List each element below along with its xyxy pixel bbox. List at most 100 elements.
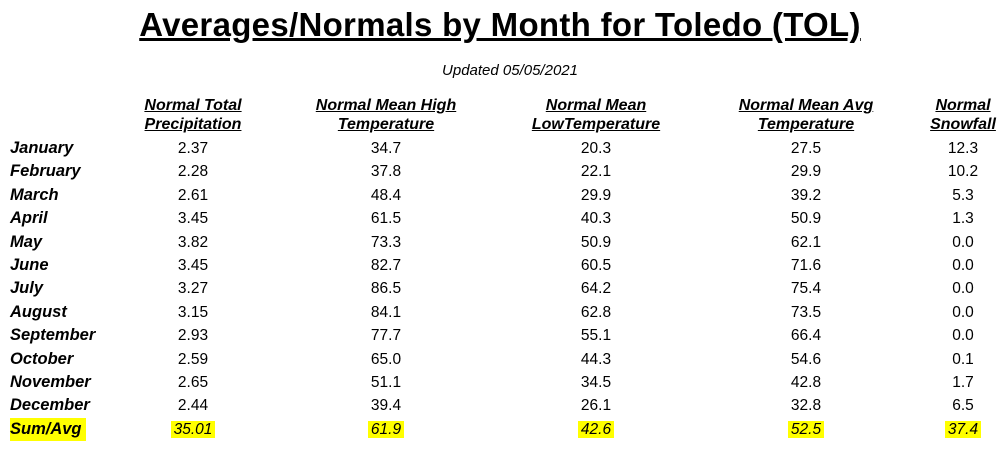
header-line-2: Temperature [757,116,855,133]
month-label: September [10,326,96,345]
low-temp-cell: 20.3 [580,140,612,157]
precip-cell: 2.37 [177,140,209,157]
low-temp-cell: 62.8 [580,303,612,321]
high-temp-cell: 86.5 [370,280,402,298]
header-line-2: LowTemperature [531,116,661,133]
avg-temp-cell: 50.9 [790,210,822,228]
month-label: January [10,139,74,157]
snowfall-cell: 37.4 [903,418,1000,441]
precip-cell: 2.61 [177,186,209,204]
precip-cell: 2.65 [177,374,209,391]
table-row: November 2.65 51.1 34.5 42.8 1.7 [0,371,1000,394]
month-label: August [10,302,67,321]
snowfall-cell: 0.0 [952,280,974,298]
avg-temp-cell: 71.6 [790,257,822,274]
summary-row: Sum/Avg 35.01 61.9 42.6 52.5 37.4 [0,417,1000,441]
table-row: October 2.59 65.0 44.3 54.6 0.1 [0,348,1000,371]
snowfall-cell: 10.2 [947,163,979,181]
snowfall-cell: 1.3 [952,210,974,228]
low-temp-cell: 64.2 [580,280,612,298]
snowfall-cell: 0.0 [952,233,974,251]
high-temp-cell: 34.7 [370,140,402,157]
high-temp-cell: 48.4 [370,186,402,204]
low-temp-cell: 50.9 [580,233,612,251]
avg-temp-cell: 75.4 [790,280,822,298]
table-row: July 3.27 86.5 64.2 75.4 0.0 [0,277,1000,300]
snowfall-cell: 0.0 [952,327,974,345]
page-title: Averages/Normals by Month for Toledo (TO… [139,6,861,43]
header-line-2: Precipitation [144,116,242,133]
high-temp-cell: 51.1 [370,374,402,391]
month-label: November [10,373,91,391]
precip-cell: 3.27 [177,280,209,298]
table-row: September 2.93 77.7 55.1 66.4 0.0 [0,324,1000,347]
snowfall-cell: 6.5 [952,397,974,415]
avg-temp-cell: 42.8 [790,374,822,391]
low-temp-cell: 44.3 [580,350,612,368]
snowfall-cell: 0.1 [952,350,974,368]
avg-temp-cell: 29.9 [790,163,822,181]
high-temp-cell: 73.3 [370,233,402,251]
low-temp-cell: 29.9 [580,186,612,204]
precip-cell: 3.45 [177,257,209,274]
high-temp-cell: 77.7 [370,327,402,345]
avg-temp-cell: 73.5 [790,303,822,321]
header-line-1: Normal [935,97,991,114]
low-temp-cell: 34.5 [580,374,612,391]
precip-header: Normal Total Precipitation [108,96,278,134]
high-temp-cell: 61.5 [370,210,402,228]
table-row: August 3.15 84.1 62.8 73.5 0.0 [0,301,1000,324]
precip-cell: 3.82 [177,233,209,251]
snowfall-cell: 12.3 [947,140,979,157]
high-temp-cell: 82.7 [370,257,402,274]
month-label: February [10,162,81,181]
month-label: March [10,185,59,204]
high-temp-cell: 61.9 [326,418,446,441]
low-temp-cell: 42.6 [536,418,656,441]
avg-temp-cell: 66.4 [790,327,822,345]
precip-cell: 2.93 [177,327,209,345]
summary-label: Sum/Avg [10,417,86,441]
month-label: December [10,396,90,415]
month-label: October [10,349,74,368]
avg-temp-cell: 62.1 [790,233,822,251]
precip-cell: 2.44 [177,397,209,415]
precip-cell: 3.45 [177,210,209,228]
snowfall-cell: 5.3 [952,186,974,204]
updated-date: Updated 05/05/2021 [442,62,578,79]
month-label: June [10,256,49,274]
header-line-1: Normal Total [144,97,242,114]
header-line-2: Temperature [337,116,435,133]
header-line-1: Normal Mean Avg [738,97,874,114]
month-label: May [10,232,43,251]
avg-temp-cell: 52.5 [746,418,866,441]
high-temp-cell: 65.0 [370,350,402,368]
high-temp-cell: 84.1 [370,303,402,321]
table-row: May 3.82 73.3 50.9 62.1 0.0 [0,231,1000,254]
low-temp-cell: 55.1 [580,327,612,345]
table-row: June 3.45 82.7 60.5 71.6 0.0 [0,254,1000,277]
snowfall-cell: 0.0 [952,257,974,274]
snowfall-cell: 0.0 [952,303,974,321]
avg-temp-header: Normal Mean Avg Temperature [716,96,896,134]
high-temp-cell: 37.8 [370,163,402,181]
snowfall-header: Normal Snowfall [918,96,1000,134]
high-temp-cell: 39.4 [370,397,402,415]
avg-temp-cell: 27.5 [790,140,822,157]
snowfall-cell: 1.7 [952,374,974,391]
month-label: April [10,209,48,228]
precip-cell: 2.59 [177,350,209,368]
precip-cell: 3.15 [177,303,209,321]
table-row: February 2.28 37.8 22.1 29.9 10.2 [0,160,1000,183]
table-row: December 2.44 39.4 26.1 32.8 6.5 [0,394,1000,417]
table-row: January 2.37 34.7 20.3 27.5 12.3 [0,137,1000,160]
low-temp-cell: 22.1 [580,163,612,181]
table-row: April 3.45 61.5 40.3 50.9 1.3 [0,207,1000,230]
low-temp-cell: 40.3 [580,210,612,228]
table-row: March 2.61 48.4 29.9 39.2 5.3 [0,184,1000,207]
avg-temp-cell: 39.2 [790,186,822,204]
avg-temp-cell: 32.8 [790,397,822,415]
header-line-2: Snowfall [930,116,996,133]
precip-cell: 35.01 [133,418,253,441]
header-line-1: Normal Mean High [315,97,457,114]
